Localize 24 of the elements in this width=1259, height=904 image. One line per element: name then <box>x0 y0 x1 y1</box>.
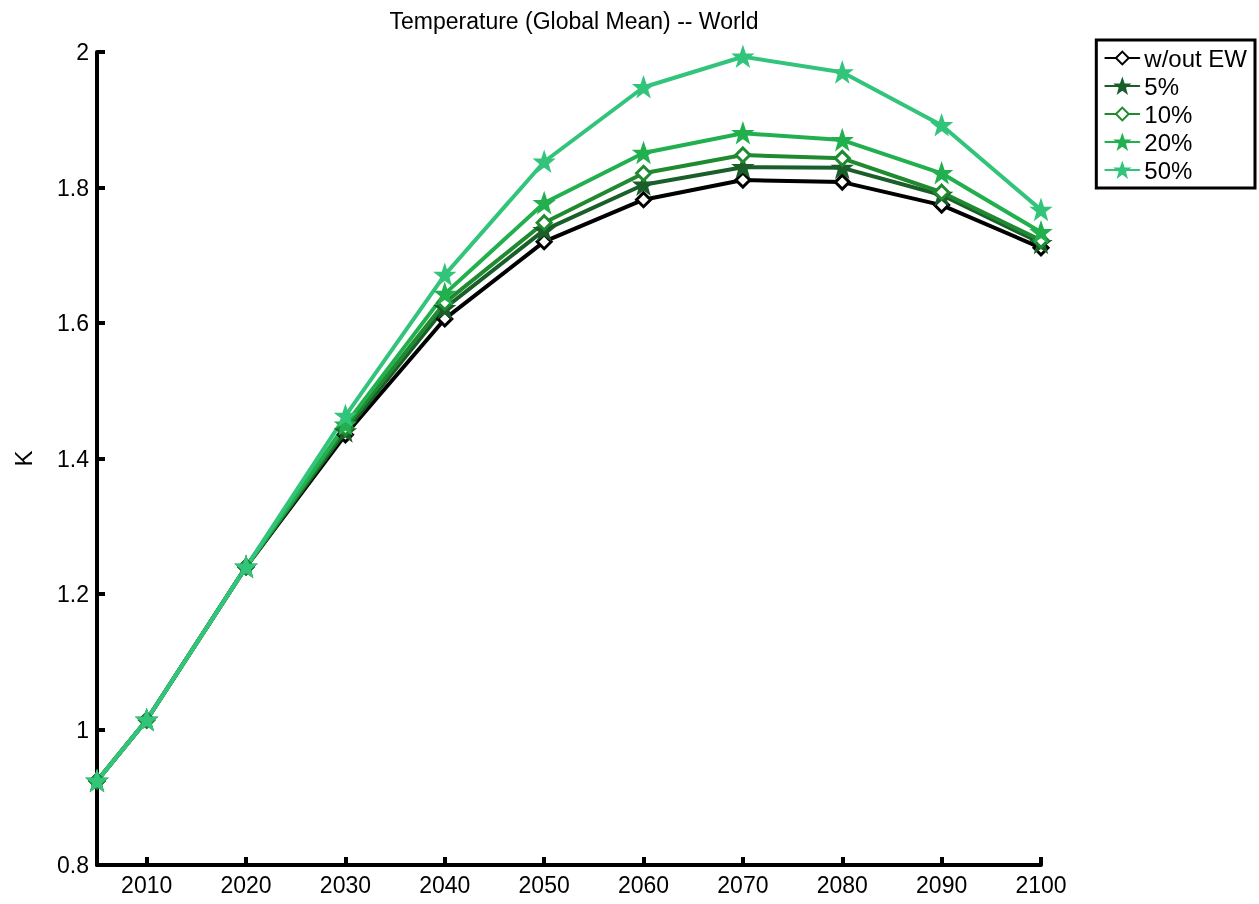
legend-label: 10% <box>1144 100 1193 128</box>
legend-label: w/out EW <box>1143 44 1248 72</box>
legend-label: 50% <box>1144 156 1193 184</box>
y-tick-label: 1.6 <box>57 310 89 336</box>
x-tick-label: 2030 <box>319 871 372 898</box>
legend-label: 20% <box>1144 128 1193 156</box>
x-tick-label: 2080 <box>816 871 868 898</box>
x-tick-label: 2100 <box>1015 871 1067 898</box>
legend-label: 5% <box>1144 72 1179 100</box>
y-tick-label: 0.8 <box>57 852 89 878</box>
y-tick-label: 1.8 <box>57 174 89 201</box>
x-tick-label: 2090 <box>916 871 968 898</box>
y-tick-label: 1.2 <box>57 581 89 607</box>
x-tick-label: 2070 <box>717 871 769 898</box>
y-tick-label: 1 <box>76 716 89 743</box>
x-tick-label: 2050 <box>518 871 570 898</box>
x-tick-label: 2060 <box>617 871 670 898</box>
x-tick-label: 2020 <box>220 871 272 898</box>
y-axis-title: K <box>9 450 37 467</box>
x-tick-label: 2010 <box>121 871 173 898</box>
y-tick-label: 1.4 <box>57 445 90 472</box>
y-tick-label: 2 <box>76 39 89 65</box>
chart-title: Temperature (Global Mean) -- World <box>389 7 759 34</box>
x-tick-label: 2040 <box>419 871 471 898</box>
